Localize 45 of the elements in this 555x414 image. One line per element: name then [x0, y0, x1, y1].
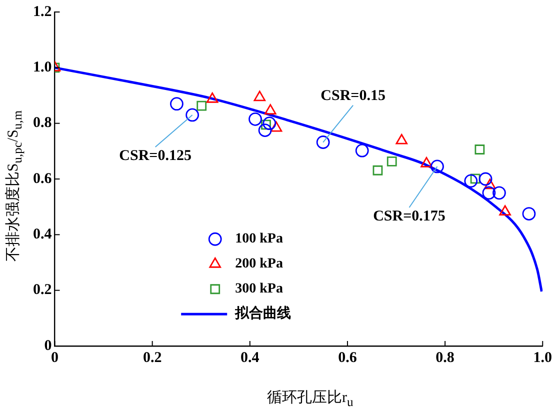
point	[396, 134, 408, 144]
point	[484, 178, 496, 190]
legend-label: 100 kPa	[235, 232, 283, 247]
point	[258, 124, 272, 137]
point	[196, 100, 207, 111]
point	[464, 174, 478, 188]
x-tick-label: 0.4	[240, 350, 260, 366]
legend-label: 拟合曲线	[234, 304, 292, 322]
point	[482, 186, 496, 200]
point	[478, 172, 492, 186]
point	[522, 207, 536, 220]
x-tick-label: 0.8	[436, 350, 454, 366]
point	[206, 92, 218, 103]
point	[492, 186, 506, 200]
annotation: CSR=0.125	[119, 148, 192, 164]
y-tick-label: 0	[44, 338, 52, 354]
point	[248, 112, 262, 126]
point	[264, 104, 276, 115]
annotation: CSR=0.15	[320, 88, 386, 104]
y-tick-label: 0.4	[33, 226, 52, 243]
y-tick-label: 0.8	[33, 115, 52, 132]
legend-label: 200 kPa	[235, 256, 283, 272]
point	[499, 205, 511, 216]
point	[372, 165, 383, 176]
y-tick-label: 1.0	[33, 60, 52, 76]
point	[355, 144, 369, 158]
x-tick-label: 0.6	[338, 350, 358, 366]
point	[254, 90, 266, 102]
point	[186, 108, 200, 122]
x-tick-label: 1.0	[533, 350, 552, 366]
annotation: CSR=0.175	[373, 208, 446, 224]
point	[270, 121, 282, 132]
point	[386, 156, 397, 166]
point	[430, 160, 444, 174]
point	[474, 144, 485, 154]
y-tick-label: 0.2	[33, 282, 52, 298]
y-tick-label: 0.6	[33, 170, 52, 187]
legend-label: 300 kPa	[235, 282, 283, 297]
point	[170, 97, 184, 111]
x-tick-label: 0.2	[142, 350, 162, 366]
x-axis-title: 循环孔压比r$_{u}$	[267, 388, 354, 410]
point	[420, 156, 432, 168]
y-tick-label: 1.2	[33, 4, 52, 20]
point	[262, 116, 276, 130]
point	[316, 136, 330, 149]
